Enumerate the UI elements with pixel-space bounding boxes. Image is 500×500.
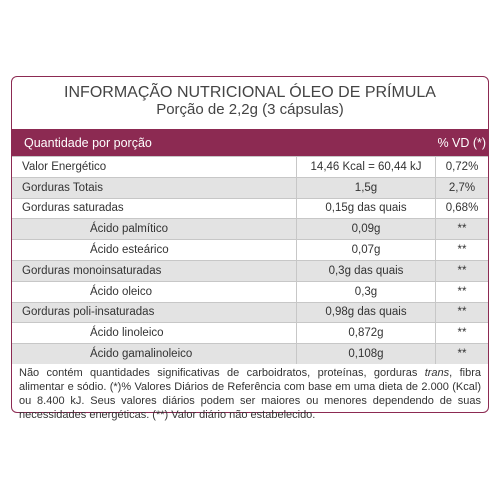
nutrient-daily-value: ** — [435, 239, 488, 261]
nutrient-name: Gorduras poli-insaturadas — [12, 301, 297, 323]
nutrient-name: Valor Energético — [12, 156, 297, 178]
nutrient-daily-value: ** — [435, 343, 488, 364]
nutrient-name: Gorduras monoinsaturadas — [12, 259, 297, 282]
table-row: Ácido gamalinoleico 0,108g ** — [12, 343, 488, 364]
header-daily-value: % VD (*) — [435, 129, 488, 157]
header-amount — [296, 129, 436, 157]
nutrient-daily-value: ** — [435, 218, 488, 240]
nutrient-amount: 0,15g das quais — [296, 197, 436, 219]
nutrient-name: Ácido linoleico — [12, 322, 297, 344]
footnote: Não contém quantidades significativas de… — [19, 366, 481, 422]
footnote-italic-trans: trans — [424, 367, 450, 379]
serving-size: Porção de 2,2g (3 cápsulas) — [156, 101, 344, 118]
table-header-row: Quantidade por porção % VD (*) — [12, 129, 488, 157]
nutrient-name: Ácido oleico — [12, 280, 297, 303]
nutrient-daily-value: ** — [435, 259, 488, 282]
footnote-text-part2: , fibra alimentar e sódio. (*)% Valores … — [19, 367, 481, 421]
footnote-text-part1: Não contém quantidades significativas de… — [19, 367, 425, 379]
nutrient-name: Ácido palmítico — [12, 218, 297, 240]
table-row: Gorduras Totais 1,5g 2,7% — [12, 176, 488, 199]
nutrient-name: Gorduras Totais — [12, 176, 297, 199]
nutrient-name: Ácido gamalinoleico — [12, 343, 297, 364]
table-row: Ácido oleico 0,3g ** — [12, 280, 488, 303]
nutrient-amount: 0,09g — [296, 218, 436, 240]
nutrient-amount: 1,5g — [296, 176, 436, 199]
table-row: Ácido esteárico 0,07g ** — [12, 239, 488, 261]
table-row: Gorduras saturadas 0,15g das quais 0,68% — [12, 197, 488, 219]
nutrition-table: Quantidade por porção % VD (*) Valor Ene… — [12, 129, 488, 364]
table-row: Ácido linoleico 0,872g ** — [12, 322, 488, 344]
nutrient-daily-value: ** — [435, 322, 488, 344]
table-row: Ácido palmítico 0,09g ** — [12, 218, 488, 240]
nutrient-daily-value: 2,7% — [435, 176, 488, 199]
table-row: Valor Energético 14,46 Kcal = 60,44 kJ 0… — [12, 156, 488, 178]
nutrient-amount: 0,3g — [296, 280, 436, 303]
nutrient-daily-value: 0,72% — [435, 156, 488, 178]
table-row: Gorduras poli-insaturadas 0,98g das quai… — [12, 301, 488, 323]
nutrient-amount: 0,872g — [296, 322, 436, 344]
nutrition-facts-panel: INFORMAÇÃO NUTRICIONAL ÓLEO DE PRÍMULA P… — [11, 76, 489, 421]
nutrient-amount: 0,3g das quais — [296, 259, 436, 282]
nutrient-daily-value: ** — [435, 280, 488, 303]
nutrient-amount: 0,108g — [296, 343, 436, 364]
header-quantity: Quantidade por porção — [12, 129, 297, 157]
nutrient-amount: 0,07g — [296, 239, 436, 261]
nutrient-daily-value: ** — [435, 301, 488, 323]
nutrient-daily-value: 0,68% — [435, 197, 488, 219]
nutrient-amount: 14,46 Kcal = 60,44 kJ — [296, 156, 436, 178]
table-row: Gorduras monoinsaturadas 0,3g das quais … — [12, 259, 488, 282]
nutrient-name: Gorduras saturadas — [12, 197, 297, 219]
panel-title: INFORMAÇÃO NUTRICIONAL ÓLEO DE PRÍMULA — [64, 84, 436, 101]
nutrient-name: Ácido esteárico — [12, 239, 297, 261]
nutrient-amount: 0,98g das quais — [296, 301, 436, 323]
